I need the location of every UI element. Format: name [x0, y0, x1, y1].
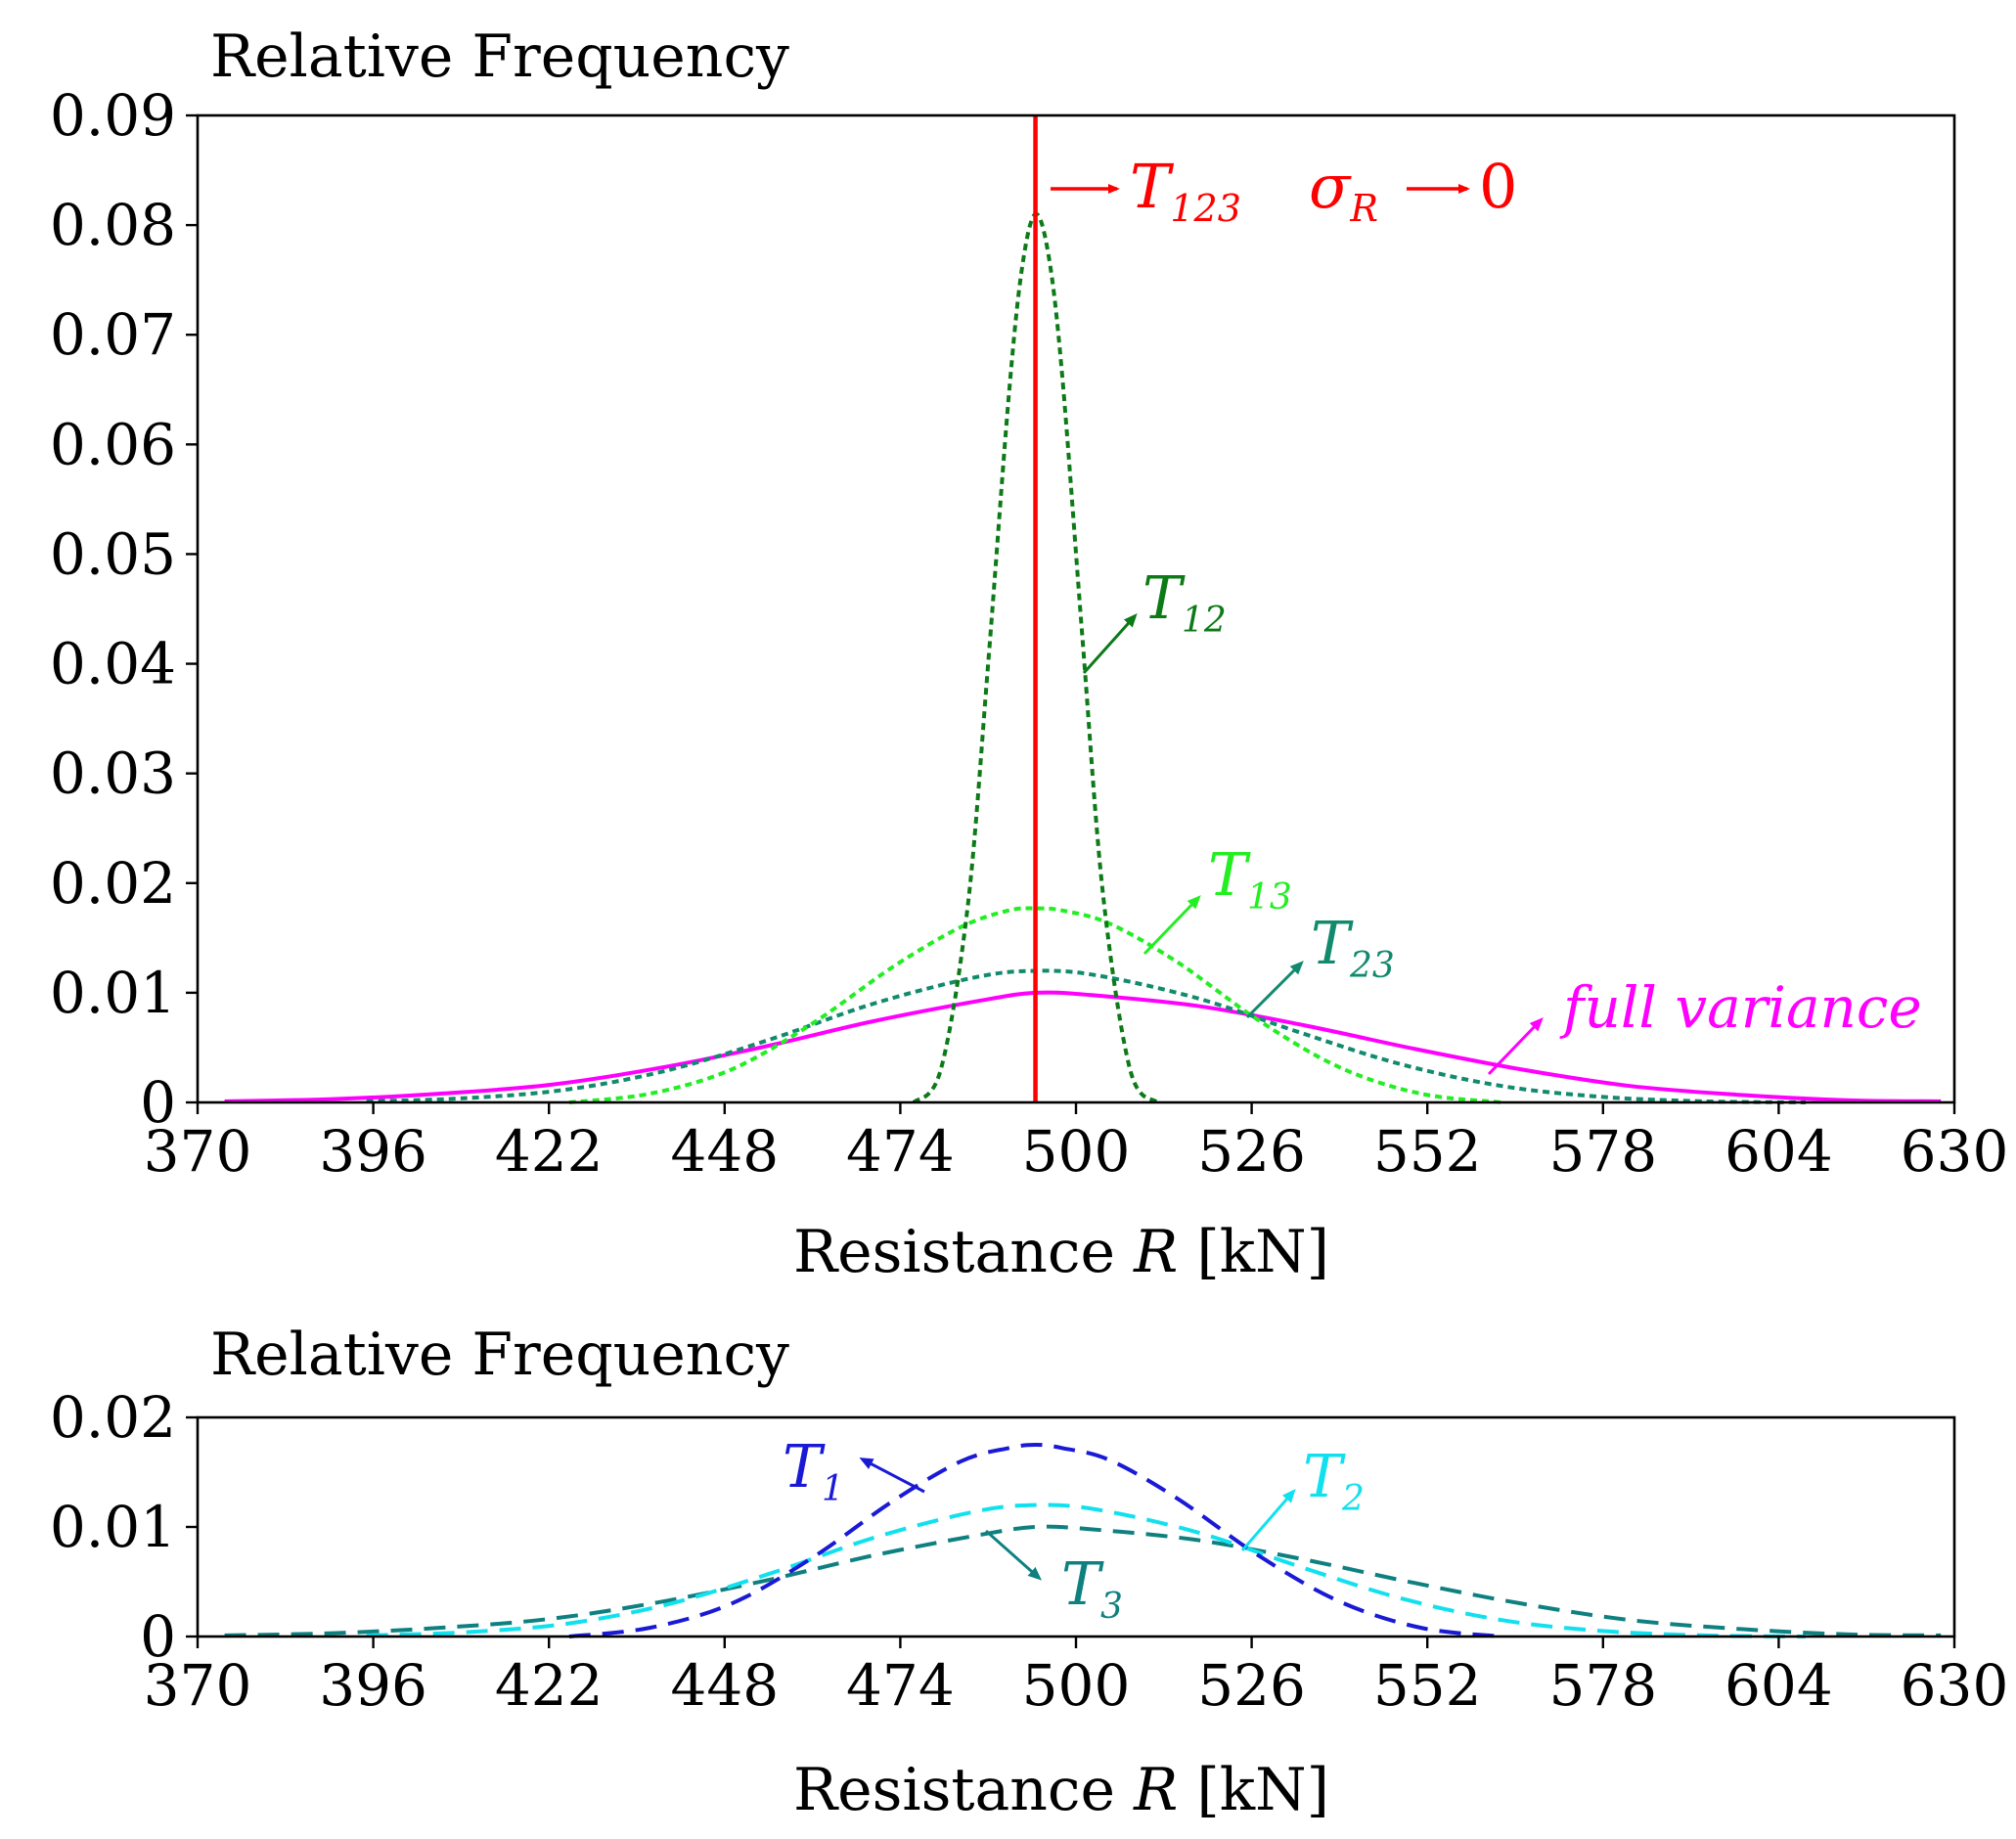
top-x-tick-label-526: 526 [1197, 1118, 1306, 1185]
bottom-y-ticks: 0 0.01 0.02 [50, 1384, 198, 1670]
bottom-ylabel: Relative Frequency [210, 1321, 789, 1389]
top-x-tick-label-422: 422 [495, 1118, 604, 1185]
top-x-tick-label-370: 370 [144, 1118, 252, 1185]
top-ylabel: Relative Frequency [210, 22, 789, 91]
top-y-tick-label-0: 0 [140, 1069, 176, 1136]
bottom-series-t2 [366, 1503, 1807, 1638]
t123-label: T123 [1130, 151, 1241, 230]
bottom-x-tick-label-448: 448 [670, 1652, 779, 1719]
bottom-y-tick-label-0-01: 0.01 [50, 1494, 176, 1560]
top-x-tick-label-448: 448 [670, 1118, 779, 1185]
t13-label: T13 [1208, 841, 1292, 918]
bottom-series-t3 [224, 1524, 1942, 1637]
top-x-tick-label-474: 474 [846, 1118, 955, 1185]
top-y-tick-label-0-07: 0.07 [50, 301, 176, 368]
bottom-chart: Relative Frequency 370 396 422 448 474 500 526… [50, 1321, 2009, 1824]
bottom-y-tick-label-0-02: 0.02 [50, 1384, 176, 1451]
top-y-tick-label-0-02: 0.02 [50, 850, 176, 917]
top-x-tick-label-604: 604 [1725, 1118, 1833, 1185]
top-series-group [224, 211, 1942, 1104]
t23-arrow [1245, 961, 1304, 1019]
top-y-ticks: 0 0.01 0.02 0.03 0.04 0.05 0.06 0.07 0.08 0.09 [50, 82, 198, 1136]
top-y-tick-label-0-03: 0.03 [50, 740, 176, 807]
top-x-tick-label-552: 552 [1373, 1118, 1482, 1185]
t3-label: T3 [1061, 1550, 1123, 1627]
bottom-xlabel: Resistance R [kN] [793, 1756, 1329, 1824]
top-x-tick-label-396: 396 [319, 1118, 427, 1185]
sigma-label: σR [1309, 151, 1378, 230]
top-y-tick-label-0-06: 0.06 [50, 411, 176, 477]
top-series-full-variance [224, 990, 1942, 1103]
bottom-x-tick-label-630: 630 [1901, 1652, 2009, 1719]
bottom-x-tick-label-474: 474 [846, 1652, 955, 1719]
t2-label: T2 [1303, 1443, 1365, 1519]
top-x-ticks: 370 396 422 448 474 500 526 552 578 604 630 [144, 1102, 2009, 1185]
bottom-x-tick-label-422: 422 [495, 1652, 604, 1719]
bottom-x-tick-label-526: 526 [1197, 1652, 1306, 1719]
full-variance-arrow [1487, 1017, 1544, 1076]
top-plot-frame [196, 113, 1956, 1104]
top-y-tick-label-0-01: 0.01 [50, 960, 176, 1026]
t12-arrow [1082, 613, 1138, 675]
top-x-tick-label-578: 578 [1548, 1118, 1657, 1185]
top-y-tick-label-0-04: 0.04 [50, 631, 176, 697]
top-x-tick-label-500: 500 [1022, 1118, 1131, 1185]
top-series-t13 [568, 906, 1502, 1104]
bottom-series-t1 [568, 1442, 1502, 1638]
bottom-x-tick-label-604: 604 [1725, 1652, 1833, 1719]
t2-arrow [1240, 1488, 1296, 1551]
t12-label: T12 [1142, 564, 1227, 641]
t1-arrow [859, 1458, 925, 1494]
t13-arrow [1142, 895, 1201, 956]
top-y-tick-label-0-08: 0.08 [50, 192, 176, 258]
bottom-x-tick-label-552: 552 [1373, 1652, 1482, 1719]
t23-label: T23 [1311, 910, 1395, 986]
top-x-tick-label-630: 630 [1901, 1118, 2009, 1185]
bottom-x-ticks: 370 396 422 448 474 500 526 552 578 604 630 [144, 1637, 2009, 1719]
t3-arrow [985, 1529, 1042, 1581]
bottom-x-tick-label-370: 370 [144, 1652, 252, 1719]
bottom-x-tick-label-396: 396 [319, 1652, 427, 1719]
top-y-tick-label-0-05: 0.05 [50, 520, 176, 587]
top-y-tick-label-0-09: 0.09 [50, 82, 176, 149]
top-chart: Relative Frequency 370 396 422 448 474 500 526… [50, 22, 2009, 1286]
t1-label: T1 [783, 1433, 844, 1509]
top-xlabel: Resistance R [kN] [793, 1218, 1329, 1286]
bottom-y-tick-label-0: 0 [140, 1603, 176, 1670]
sigma-value: 0 [1479, 151, 1517, 222]
full-variance-label: full variance [1559, 974, 1922, 1041]
bottom-x-tick-label-578: 578 [1548, 1652, 1657, 1719]
bottom-series-group [224, 1442, 1942, 1638]
bottom-x-tick-label-500: 500 [1022, 1652, 1131, 1719]
